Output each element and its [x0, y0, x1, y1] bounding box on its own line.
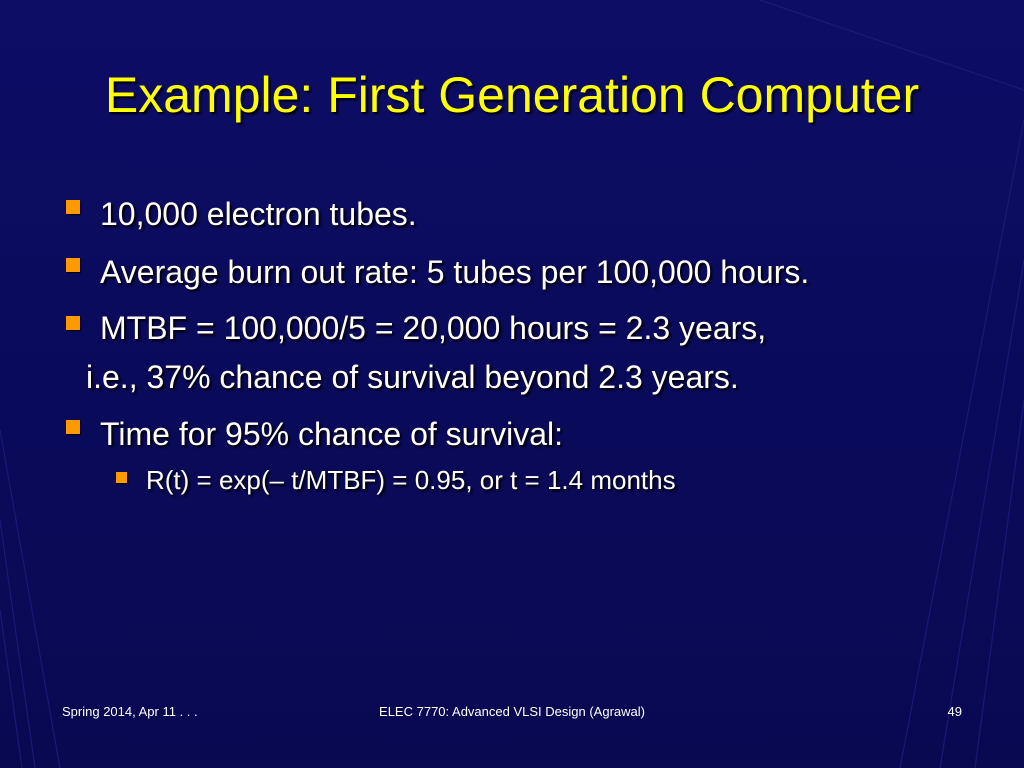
bullet-text-line1: MTBF = 100,000/5 = 20,000 hours = 2.3 ye…: [100, 310, 767, 346]
bullet-text: Time for 95% chance of survival:: [100, 416, 563, 452]
square-bullet-icon: [66, 316, 80, 330]
footer-date: Spring 2014, Apr 11 . . .: [62, 704, 198, 719]
bullet-text: Average burn out rate: 5 tubes per 100,0…: [100, 254, 810, 290]
bullet-text: 10,000 electron tubes.: [100, 196, 417, 232]
sub-bullet-text: R(t) = exp(– t/MTBF) = 0.95, or t = 1.4 …: [146, 465, 676, 495]
sub-bullet-item: R(t) = exp(– t/MTBF) = 0.95, or t = 1.4 …: [0, 460, 1024, 500]
footer-course: ELEC 7770: Advanced VLSI Design (Agrawal…: [379, 704, 645, 719]
square-bullet-icon: [66, 420, 80, 434]
square-bullet-icon: [66, 200, 80, 214]
square-bullet-icon: [66, 258, 80, 272]
slide-title: Example: First Generation Computer: [104, 67, 920, 123]
bullet-text-line2: i.e., 37% chance of survival beyond 2.3 …: [86, 359, 739, 395]
bullet-list: 10,000 electron tubes. Average burn out …: [0, 188, 1024, 500]
bullet-item: Average burn out rate: 5 tubes per 100,0…: [0, 246, 1024, 298]
square-bullet-icon: [116, 472, 127, 483]
page-number: 49: [947, 704, 962, 719]
bullet-item: MTBF = 100,000/5 = 20,000 hours = 2.3 ye…: [0, 304, 1024, 402]
bullet-item: 10,000 electron tubes.: [0, 188, 1024, 240]
bullet-item: Time for 95% chance of survival:: [0, 408, 1024, 460]
